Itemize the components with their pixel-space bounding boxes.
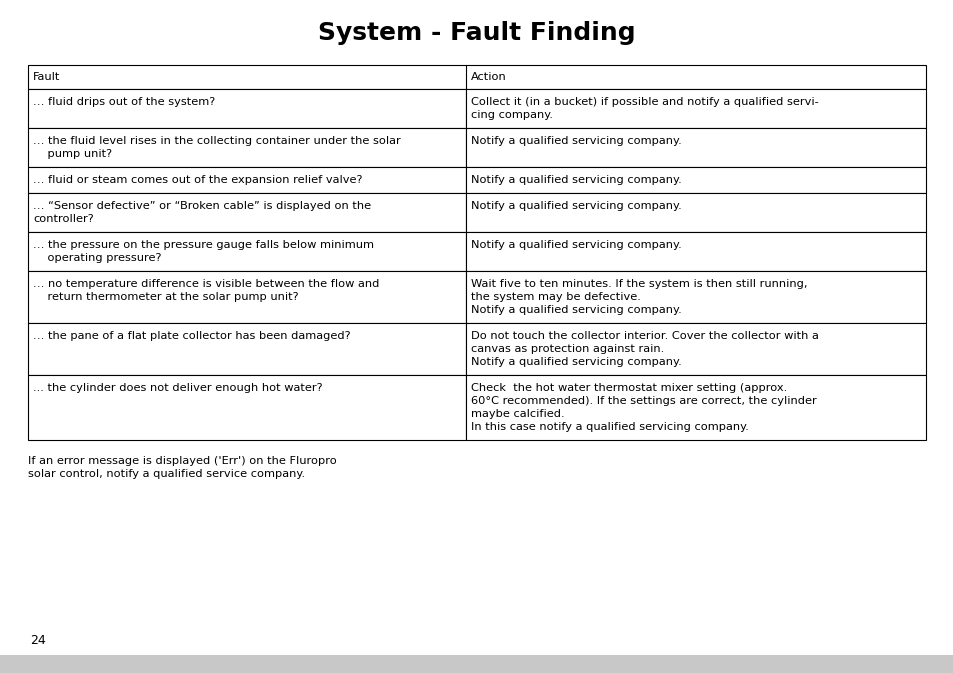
Text: … no temperature difference is visible between the flow and: … no temperature difference is visible b… [33,279,379,289]
Text: Notify a qualified servicing company.: Notify a qualified servicing company. [471,305,681,315]
Text: Notify a qualified servicing company.: Notify a qualified servicing company. [471,175,681,185]
Bar [466,167,925,193]
Text: If an error message is displayed ('Err') on the Fluropro: If an error message is displayed ('Err')… [28,456,336,466]
Bar [28,167,466,193]
Text: Action: Action [471,72,506,82]
Bar [28,65,925,89]
Bar [28,375,466,440]
Bar [466,323,925,375]
Bar [28,323,466,375]
Text: Fault: Fault [33,72,60,82]
Text: return thermometer at the solar pump unit?: return thermometer at the solar pump uni… [33,292,298,302]
Text: … the pressure on the pressure gauge falls below minimum: … the pressure on the pressure gauge fal… [33,240,374,250]
Text: Do not touch the collector interior. Cover the collector with a: Do not touch the collector interior. Cov… [471,331,819,341]
Bar [466,375,925,440]
Text: Collect it (in a bucket) if possible and notify a qualified servi-: Collect it (in a bucket) if possible and… [471,97,818,107]
Bar [28,232,466,271]
Text: the system may be defective.: the system may be defective. [471,292,640,302]
Text: … fluid or steam comes out of the expansion relief valve?: … fluid or steam comes out of the expans… [33,175,362,185]
Bar [28,89,466,128]
Text: System - Fault Finding: System - Fault Finding [318,21,635,45]
Text: 60°C recommended). If the settings are correct, the cylinder: 60°C recommended). If the settings are c… [471,396,816,406]
Bar [466,232,925,271]
Bar [0,655,953,673]
Text: operating pressure?: operating pressure? [33,253,161,263]
Text: Notify a qualified servicing company.: Notify a qualified servicing company. [471,201,681,211]
Text: … fluid drips out of the system?: … fluid drips out of the system? [33,97,215,107]
Bar [466,271,925,323]
Text: solar control, notify a qualified service company.: solar control, notify a qualified servic… [28,469,305,479]
Bar [466,128,925,167]
Bar [28,193,466,232]
Text: Check  the hot water thermostat mixer setting (approx.: Check the hot water thermostat mixer set… [471,383,786,393]
Text: Wait five to ten minutes. If the system is then still running,: Wait five to ten minutes. If the system … [471,279,807,289]
Text: controller?: controller? [33,214,93,224]
Text: 24: 24 [30,633,46,647]
Text: Notify a qualified servicing company.: Notify a qualified servicing company. [471,357,681,367]
Text: … the fluid level rises in the collecting container under the solar: … the fluid level rises in the collectin… [33,136,400,146]
Text: Notify a qualified servicing company.: Notify a qualified servicing company. [471,240,681,250]
Bar [28,128,466,167]
Text: In this case notify a qualified servicing company.: In this case notify a qualified servicin… [471,422,748,432]
Bar [28,271,466,323]
Text: maybe calcified.: maybe calcified. [471,409,564,419]
Text: Notify a qualified servicing company.: Notify a qualified servicing company. [471,136,681,146]
Text: … the pane of a flat plate collector has been damaged?: … the pane of a flat plate collector has… [33,331,351,341]
Text: … “Sensor defective” or “Broken cable” is displayed on the: … “Sensor defective” or “Broken cable” i… [33,201,371,211]
Bar [466,89,925,128]
Text: pump unit?: pump unit? [33,149,112,159]
Bar [466,193,925,232]
Text: cing company.: cing company. [471,110,553,120]
Text: canvas as protection against rain.: canvas as protection against rain. [471,344,664,354]
Text: ... the cylinder does not deliver enough hot water?: ... the cylinder does not deliver enough… [33,383,322,393]
